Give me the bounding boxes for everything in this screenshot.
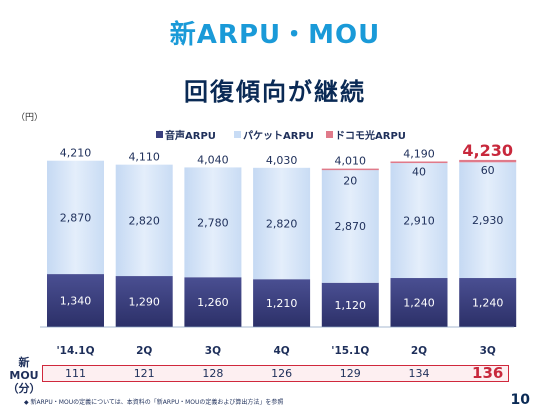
legend-item-voice: 音声ARPU [156, 127, 216, 142]
bar-voice-6 [459, 278, 517, 327]
mou-label-unit: （分） [7, 382, 41, 395]
value-label-voice-0: 1,340 [60, 295, 92, 308]
value-label-packet-4: 2,870 [335, 220, 367, 233]
legend-item-hikari: ドコモ光ARPU [326, 127, 406, 142]
bar-hikari-5 [390, 161, 448, 164]
category-label-5: 2Q [411, 345, 427, 357]
mou-value-4: 129 [339, 367, 361, 380]
mou-value-6: 136 [472, 364, 504, 382]
mou-value-2: 128 [202, 367, 224, 380]
legend-swatch-packet [234, 131, 241, 138]
legend-item-packet: パケットARPU [234, 127, 314, 142]
legend-swatch-hikari [326, 131, 333, 138]
value-label-voice-3: 1,210 [266, 297, 298, 310]
value-label-packet-2: 2,780 [197, 216, 229, 229]
category-label-6: 3Q [480, 345, 496, 357]
mou-label: 新MOU （分） [4, 356, 44, 395]
bar-packet-3 [253, 167, 311, 280]
mou-value-3: 126 [271, 367, 293, 380]
bar-voice-4 [321, 282, 379, 327]
legend-label-hikari: ドコモ光ARPU [335, 131, 406, 142]
total-label-1: 4,110 [128, 151, 160, 164]
bar-hikari-6 [459, 159, 517, 163]
mou-value-0: 111 [65, 367, 86, 380]
page-number: 10 [510, 392, 530, 408]
value-label-packet-1: 2,820 [128, 214, 160, 227]
legend-label-voice: 音声ARPU [165, 131, 216, 142]
value-label-voice-6: 1,240 [472, 297, 504, 310]
category-label-4: '15.1Q [331, 345, 369, 357]
bar-voice-3 [253, 279, 311, 327]
bar-packet-1 [115, 164, 173, 277]
mou-label-title: 新MOU [9, 356, 39, 382]
bar-voice-0 [47, 274, 104, 327]
total-label-6: 4,230 [462, 141, 513, 160]
category-label-3: 4Q [273, 345, 289, 357]
value-label-hikari-5: 40 [412, 165, 426, 178]
bar-packet-5 [390, 163, 448, 279]
category-label-1: 2Q [136, 345, 152, 357]
total-label-3: 4,030 [266, 154, 298, 167]
mou-value-1: 121 [133, 367, 155, 380]
value-label-voice-5: 1,240 [403, 297, 435, 310]
value-label-hikari-6: 60 [481, 164, 495, 177]
value-label-packet-6: 2,930 [472, 214, 504, 227]
page-subtitle: 回復傾向が継続 [184, 78, 366, 106]
bar-voice-5 [390, 278, 448, 327]
legend-label-packet: パケットARPU [243, 131, 314, 142]
bar-voice-1 [115, 276, 173, 327]
mou-row-box [42, 365, 509, 382]
legend-swatch-voice [156, 131, 163, 138]
bar-packet-0 [47, 160, 104, 275]
total-label-0: 4,210 [60, 147, 92, 160]
total-label-2: 4,040 [197, 153, 229, 166]
page-title: 新ARPU・MOU [169, 20, 381, 50]
value-label-packet-5: 2,910 [403, 215, 435, 228]
bar-hikari-4 [321, 168, 379, 171]
bar-packet-4 [321, 169, 379, 283]
value-label-packet-0: 2,870 [60, 211, 92, 224]
bar-packet-2 [184, 167, 242, 278]
value-label-packet-3: 2,820 [266, 218, 298, 231]
total-label-4: 4,010 [335, 155, 367, 168]
bar-voice-2 [184, 277, 242, 327]
category-label-2: 3Q [205, 345, 221, 357]
value-label-voice-2: 1,260 [197, 296, 229, 309]
total-label-5: 4,190 [403, 147, 435, 160]
value-label-voice-4: 1,120 [335, 299, 367, 312]
category-label-0: '14.1Q [56, 345, 94, 357]
unit-label: （円） [16, 113, 44, 123]
mou-value-5: 134 [408, 367, 430, 380]
value-label-voice-1: 1,290 [128, 296, 160, 309]
footnote: ◆ 新ARPU・MOUの定義については、本資料の「新ARPU・MOUの定義および… [24, 399, 284, 406]
value-label-hikari-4: 20 [343, 175, 357, 188]
bar-packet-6 [459, 162, 517, 279]
